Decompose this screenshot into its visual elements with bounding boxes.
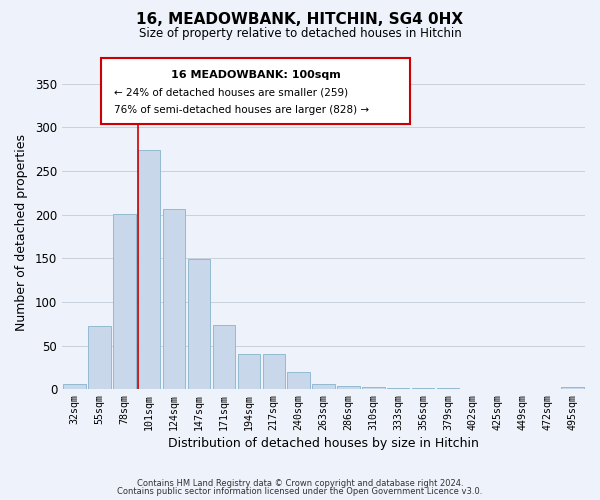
FancyBboxPatch shape bbox=[101, 58, 410, 124]
Bar bbox=[437, 388, 459, 389]
Bar bbox=[88, 326, 110, 389]
Text: Contains public sector information licensed under the Open Government Licence v3: Contains public sector information licen… bbox=[118, 487, 482, 496]
Bar bbox=[562, 388, 584, 389]
Text: 16 MEADOWBANK: 100sqm: 16 MEADOWBANK: 100sqm bbox=[170, 70, 340, 81]
Y-axis label: Number of detached properties: Number of detached properties bbox=[15, 134, 28, 330]
Bar bbox=[64, 384, 86, 389]
X-axis label: Distribution of detached houses by size in Hitchin: Distribution of detached houses by size … bbox=[168, 437, 479, 450]
Bar bbox=[163, 210, 185, 389]
Text: Size of property relative to detached houses in Hitchin: Size of property relative to detached ho… bbox=[139, 28, 461, 40]
Bar bbox=[238, 354, 260, 389]
Text: 16, MEADOWBANK, HITCHIN, SG4 0HX: 16, MEADOWBANK, HITCHIN, SG4 0HX bbox=[136, 12, 464, 28]
Bar bbox=[313, 384, 335, 389]
Bar bbox=[113, 214, 136, 389]
Text: Contains HM Land Registry data © Crown copyright and database right 2024.: Contains HM Land Registry data © Crown c… bbox=[137, 478, 463, 488]
Bar bbox=[337, 386, 359, 389]
Bar bbox=[263, 354, 285, 389]
Text: 76% of semi-detached houses are larger (828) →: 76% of semi-detached houses are larger (… bbox=[115, 105, 370, 115]
Bar bbox=[412, 388, 434, 389]
Bar bbox=[188, 259, 210, 389]
Bar bbox=[138, 150, 160, 389]
Bar bbox=[213, 324, 235, 389]
Bar bbox=[287, 372, 310, 389]
Bar bbox=[387, 388, 409, 389]
Bar bbox=[362, 388, 385, 389]
Text: ← 24% of detached houses are smaller (259): ← 24% of detached houses are smaller (25… bbox=[115, 88, 349, 98]
